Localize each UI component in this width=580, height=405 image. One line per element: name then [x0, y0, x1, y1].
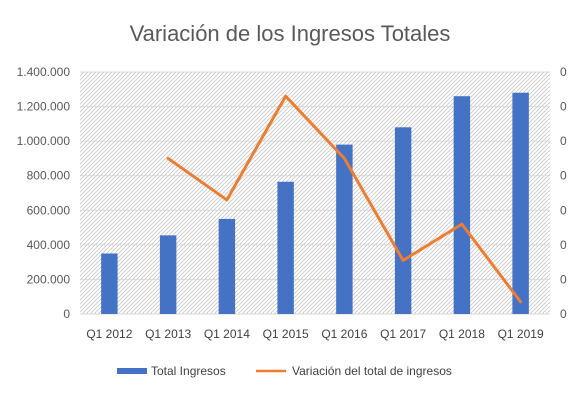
right-axis-ticks: 0 0 0 0 0 0 0 0	[560, 65, 567, 321]
left-tick-label: 600.000	[27, 203, 71, 217]
x-tick-label: Q1 2018	[439, 327, 485, 341]
x-tick-label: Q1 2016	[321, 327, 367, 341]
chart-title: Variación de los Ingresos Totales	[130, 21, 451, 46]
x-tick-label: Q1 2013	[145, 327, 191, 341]
x-tick-label: Q1 2017	[380, 327, 426, 341]
right-tick-label: 0	[560, 134, 567, 148]
left-tick-label: 200.000	[27, 272, 71, 286]
right-tick-label: 0	[560, 238, 567, 252]
left-tick-label: 0	[63, 307, 70, 321]
bar-q1-2014	[218, 218, 236, 314]
bar-q1-2017	[394, 127, 412, 314]
legend-swatch-total-ingresos	[117, 368, 147, 374]
legend-label-total-ingresos: Total Ingresos	[151, 364, 226, 378]
left-tick-label: 800.000	[27, 169, 71, 183]
x-tick-label: Q1 2015	[263, 327, 309, 341]
left-tick-label: 1.400.000	[17, 65, 71, 79]
bar-q1-2015	[277, 181, 294, 314]
legend-label-variacion: Variación del total de ingresos	[292, 364, 452, 378]
right-tick-label: 0	[560, 100, 567, 114]
right-tick-label: 0	[560, 272, 567, 286]
bar-series	[101, 92, 529, 314]
bar-q1-2019	[512, 92, 529, 314]
right-tick-label: 0	[560, 65, 567, 79]
x-tick-label: Q1 2019	[498, 327, 544, 341]
x-tick-label: Q1 2012	[86, 327, 132, 341]
line-series	[166, 94, 523, 304]
bar-q1-2016	[336, 144, 353, 314]
x-axis-ticks: Q1 2012 Q1 2013 Q1 2014 Q1 2015 Q1 2016 Q1 20…	[86, 327, 544, 341]
legend: Total Ingresos Variación del total de in…	[117, 364, 452, 378]
bar-q1-2013	[159, 235, 177, 314]
bar-q1-2012	[101, 253, 118, 314]
grid-lines	[80, 71, 550, 315]
right-tick-label: 0	[560, 307, 567, 321]
left-tick-label: 400.000	[27, 238, 71, 252]
left-tick-label: 1.200.000	[17, 100, 71, 114]
right-tick-label: 0	[560, 169, 567, 183]
x-tick-label: Q1 2014	[204, 327, 250, 341]
variacion-line	[166, 94, 523, 304]
plot-area	[80, 72, 550, 314]
bar-q1-2018	[453, 96, 471, 314]
left-axis-ticks: 0 200.000 400.000 600.000 800.000 1.000.000 1.…	[17, 65, 71, 321]
right-tick-label: 0	[560, 203, 567, 217]
left-tick-label: 1.000.000	[17, 134, 71, 148]
